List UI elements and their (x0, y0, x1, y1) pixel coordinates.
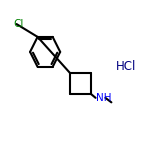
Text: HCl: HCl (116, 60, 137, 73)
Text: Cl: Cl (14, 19, 24, 29)
Text: NH: NH (96, 93, 112, 103)
